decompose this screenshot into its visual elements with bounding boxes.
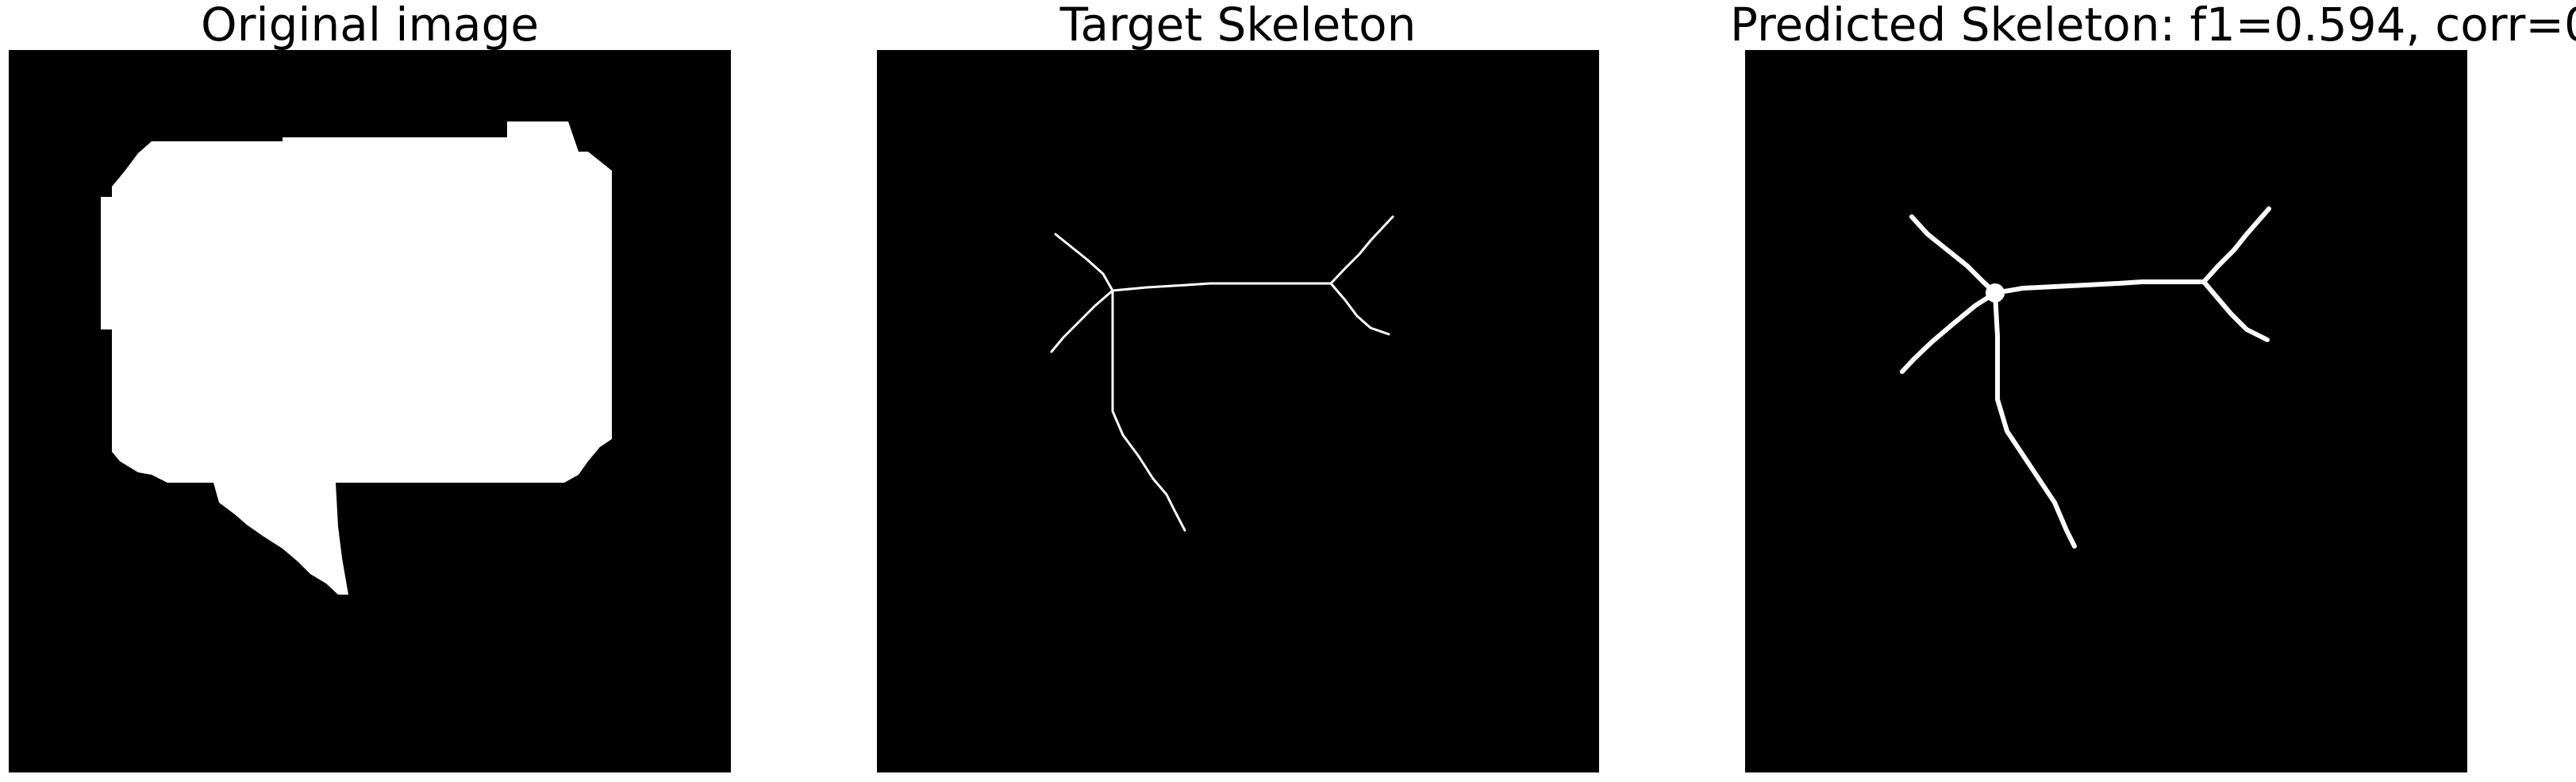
predicted-skeleton-lines xyxy=(1900,206,2271,549)
panel-title-predicted: Predicted Skeleton: f1=0.594, corr=0.648 xyxy=(1730,0,2576,52)
panel-title-target: Target Skeleton xyxy=(1059,0,1417,52)
speech-bubble-shape xyxy=(101,121,612,595)
panel-target-skeleton xyxy=(877,50,1599,772)
panel-predicted-skeleton xyxy=(1745,50,2467,772)
target-skeleton-lines xyxy=(1050,215,1394,532)
panel-original-image xyxy=(9,50,731,772)
junction-node xyxy=(1986,283,2005,302)
panel-title-original: Original image xyxy=(200,0,540,52)
